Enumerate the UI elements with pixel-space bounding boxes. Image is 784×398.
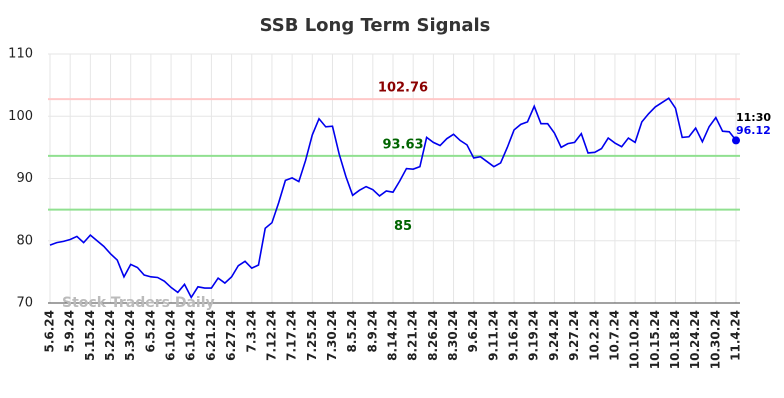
x-tick-label: 7.12.24 (264, 310, 278, 361)
x-tick-label: 6.27.24 (224, 310, 238, 361)
x-tick-label: 6.21.24 (204, 310, 218, 361)
x-tick-label: 7.3.24 (244, 310, 258, 353)
x-tick-label: 5.9.24 (63, 310, 77, 353)
x-tick-label: 8.14.24 (386, 310, 400, 361)
last-point (732, 136, 740, 145)
x-tick-label: 9.16.24 (507, 310, 521, 361)
reference-label: 85 (394, 219, 412, 234)
x-tick-label: 9.11.24 (486, 310, 500, 361)
y-tick-label: 100 (8, 109, 33, 124)
x-tick-label: 8.5.24 (345, 310, 359, 353)
x-tick-label: 8.9.24 (365, 310, 379, 353)
x-tick-label: 10.30.24 (708, 310, 722, 369)
x-tick-label: 8.30.24 (446, 310, 460, 361)
x-tick-label: 10.24.24 (688, 310, 702, 369)
x-tick-label: 9.19.24 (527, 310, 541, 361)
x-tick-label: 8.26.24 (426, 310, 440, 361)
x-tick-label: 6.10.24 (164, 310, 178, 361)
x-tick-label: 10.18.24 (668, 310, 682, 369)
last-value: 96.12 (736, 124, 771, 137)
y-tick-label: 110 (8, 47, 33, 62)
x-tick-label: 6.5.24 (143, 310, 157, 353)
x-tick-label: 7.25.24 (305, 310, 319, 361)
y-tick-label: 90 (16, 171, 33, 186)
price-line (49, 97, 737, 300)
x-tick-label: 5.6.24 (43, 310, 57, 353)
x-tick-label: 11.4.24 (729, 310, 743, 361)
x-tick-label: 10.15.24 (648, 310, 662, 369)
x-tick-label: 8.21.24 (406, 310, 420, 361)
chart-title: SSB Long Term Signals (260, 15, 491, 36)
x-tick-label: 5.22.24 (103, 310, 117, 361)
x-tick-label: 9.24.24 (547, 310, 561, 361)
x-tick-label: 7.17.24 (285, 310, 299, 361)
reference-label: 93.63 (382, 137, 423, 152)
reference-label: 102.76 (378, 81, 428, 96)
x-tick-label: 6.14.24 (184, 310, 198, 361)
last-time: 11:30 (736, 111, 771, 124)
x-tick-label: 10.2.24 (587, 310, 601, 361)
x-tick-label: 7.30.24 (325, 310, 339, 361)
x-tick-label: 5.30.24 (123, 310, 137, 361)
y-tick-label: 70 (16, 296, 33, 311)
watermark: Stock Traders Daily (62, 295, 215, 311)
x-tick-label: 9.6.24 (466, 310, 480, 353)
x-tick-label: 5.15.24 (83, 310, 97, 361)
x-tick-label: 10.7.24 (607, 310, 621, 361)
x-tick-label: 9.27.24 (567, 310, 581, 361)
y-tick-label: 80 (16, 233, 33, 248)
x-tick-label: 10.10.24 (628, 310, 642, 369)
